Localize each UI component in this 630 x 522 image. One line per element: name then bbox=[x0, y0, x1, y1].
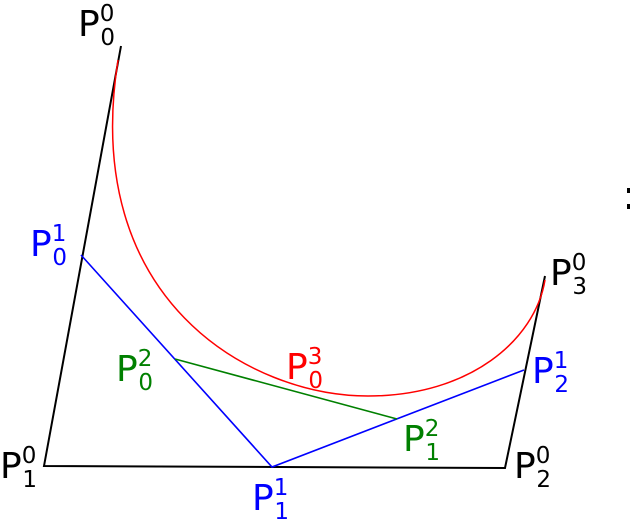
label-subscript: 2 bbox=[536, 467, 551, 493]
label-p-0-2: P2 0 bbox=[116, 346, 153, 396]
label-superscript: 1 bbox=[274, 475, 289, 501]
label-p-0-3: P3 0 bbox=[286, 344, 323, 394]
label-superscript: 1 bbox=[554, 348, 569, 374]
label-subscript: 0 bbox=[52, 245, 67, 271]
label-subscript: 1 bbox=[274, 499, 289, 522]
label-base: P bbox=[403, 419, 425, 460]
label-base: P bbox=[550, 253, 572, 294]
label-p-1-0: P0 1 bbox=[0, 443, 37, 493]
label-base: P bbox=[78, 4, 100, 45]
label-p-1-1: P1 1 bbox=[252, 475, 289, 522]
label-p-2-1: P1 2 bbox=[532, 348, 569, 398]
label-base: P bbox=[116, 349, 138, 390]
label-base: P bbox=[514, 446, 536, 487]
label-base: P bbox=[30, 224, 52, 265]
label-superscript: 0 bbox=[572, 250, 587, 276]
label-p-0-0: P0 0 bbox=[78, 1, 115, 51]
label-superscript: 0 bbox=[536, 443, 551, 469]
label-base: P bbox=[286, 347, 308, 388]
label-base: P bbox=[252, 478, 274, 519]
label-superscript: 2 bbox=[425, 416, 440, 442]
label-subscript: 1 bbox=[22, 467, 37, 493]
label-superscript: 2 bbox=[138, 346, 153, 372]
label-superscript: 1 bbox=[52, 221, 67, 247]
label-subscript: 2 bbox=[554, 372, 569, 398]
label-p-1-2: P2 1 bbox=[403, 416, 440, 466]
level1-segments bbox=[80, 254, 525, 468]
level2-segment bbox=[174, 358, 398, 420]
label-superscript: 3 bbox=[308, 344, 323, 370]
edge-tick-mark bbox=[627, 188, 630, 209]
label-subscript: 3 bbox=[572, 274, 587, 300]
label-base: P bbox=[532, 351, 554, 392]
control-polygon bbox=[42, 45, 546, 470]
label-p-2-0: P0 2 bbox=[514, 443, 551, 493]
label-superscript: 0 bbox=[100, 1, 115, 27]
label-superscript: 0 bbox=[22, 443, 37, 469]
label-subscript: 0 bbox=[308, 368, 323, 394]
label-subscript: 1 bbox=[425, 440, 440, 466]
label-base: P bbox=[0, 446, 22, 487]
label-subscript: 0 bbox=[100, 25, 115, 51]
label-p-0-1: P1 0 bbox=[30, 221, 67, 271]
label-subscript: 0 bbox=[138, 370, 153, 396]
label-p-3-0: P0 3 bbox=[550, 250, 587, 300]
bezier-curve bbox=[111, 59, 546, 397]
